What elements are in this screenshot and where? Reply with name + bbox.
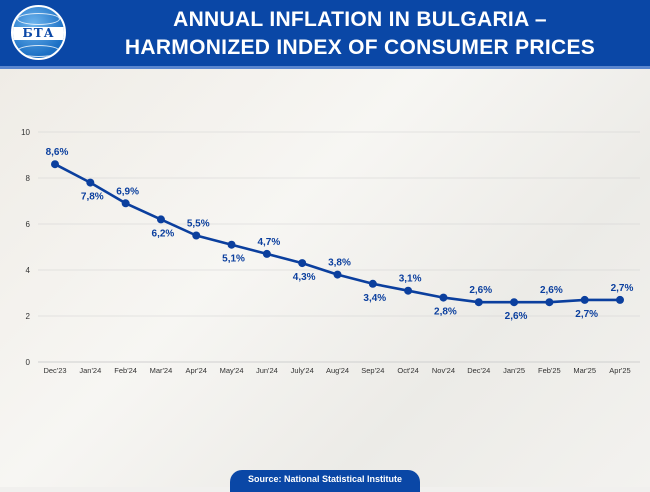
data-point xyxy=(404,286,413,295)
data-label: 7,8% xyxy=(81,192,104,203)
source-note: Source: National Statistical Institute xyxy=(230,470,420,492)
x-tick-label: Nov'24 xyxy=(432,366,455,375)
x-tick-label: Mar'25 xyxy=(573,366,596,375)
data-label: 2,6% xyxy=(505,311,528,322)
x-tick-label: Jan'24 xyxy=(79,366,101,375)
data-label: 2,6% xyxy=(540,285,563,296)
x-tick-label: July'24 xyxy=(291,366,314,375)
bta-logo: БТА xyxy=(11,5,66,60)
x-tick-label: May'24 xyxy=(220,366,244,375)
title-line-1: ANNUAL INFLATION IN BULGARIA – xyxy=(173,8,547,31)
data-point xyxy=(156,215,165,224)
data-point xyxy=(51,160,59,169)
data-point xyxy=(298,259,307,268)
data-label: 4,3% xyxy=(293,272,316,283)
data-point xyxy=(86,178,95,187)
data-label: 5,5% xyxy=(187,219,210,230)
x-tick-label: Sep'24 xyxy=(361,366,384,375)
data-label: 6,9% xyxy=(116,186,139,197)
data-label: 2,8% xyxy=(434,307,457,318)
title-line-2: HARMONIZED INDEX OF CONSUMER PRICES xyxy=(124,36,596,59)
data-label: 4,7% xyxy=(257,237,280,248)
y-tick-label: 10 xyxy=(21,128,30,137)
x-tick-label: Jan'25 xyxy=(503,366,525,375)
data-point xyxy=(368,279,377,288)
y-tick-label: 4 xyxy=(26,266,31,275)
background xyxy=(0,66,650,487)
y-tick-label: 2 xyxy=(26,312,31,321)
logo-text: БТА xyxy=(13,27,64,40)
data-label: 3,4% xyxy=(363,293,386,304)
y-tick-label: 6 xyxy=(26,220,31,229)
header-banner: БТА ANNUAL INFLATION IN BULGARIA – HARMO… xyxy=(0,0,650,69)
data-label: 2,7% xyxy=(611,283,634,294)
x-tick-label: Feb'24 xyxy=(114,366,137,375)
data-label: 3,1% xyxy=(399,274,422,285)
y-tick-label: 0 xyxy=(26,358,31,367)
data-point xyxy=(510,298,519,307)
data-point xyxy=(439,293,448,302)
x-tick-label: Jun'24 xyxy=(256,366,278,375)
data-point xyxy=(227,240,236,249)
x-tick-label: Aug'24 xyxy=(326,366,349,375)
x-tick-label: Dec'24 xyxy=(467,366,490,375)
page-title: ANNUAL INFLATION IN BULGARIA – HARMONIZE… xyxy=(90,6,630,62)
data-point xyxy=(333,270,342,279)
series-line xyxy=(54,163,620,304)
data-label: 2,7% xyxy=(575,309,598,320)
data-label: 5,1% xyxy=(222,254,245,265)
data-label: 8,6% xyxy=(46,147,69,158)
x-tick-label: Apr'25 xyxy=(609,366,630,375)
x-tick-label: Mar'24 xyxy=(150,366,173,375)
y-tick-label: 8 xyxy=(26,174,31,183)
data-label: 6,2% xyxy=(152,228,175,239)
data-point xyxy=(262,249,271,258)
data-point xyxy=(580,295,589,304)
x-tick-label: Dec'23 xyxy=(43,366,66,375)
data-point xyxy=(545,298,554,307)
x-tick-label: Feb'25 xyxy=(538,366,561,375)
x-tick-label: Apr'24 xyxy=(186,366,207,375)
data-point xyxy=(192,231,201,240)
data-point xyxy=(474,298,483,307)
data-point xyxy=(121,199,130,208)
data-label: 3,8% xyxy=(328,258,351,269)
data-label: 2,6% xyxy=(469,285,492,296)
data-point xyxy=(616,295,624,304)
x-tick-label: Oct'24 xyxy=(397,366,418,375)
